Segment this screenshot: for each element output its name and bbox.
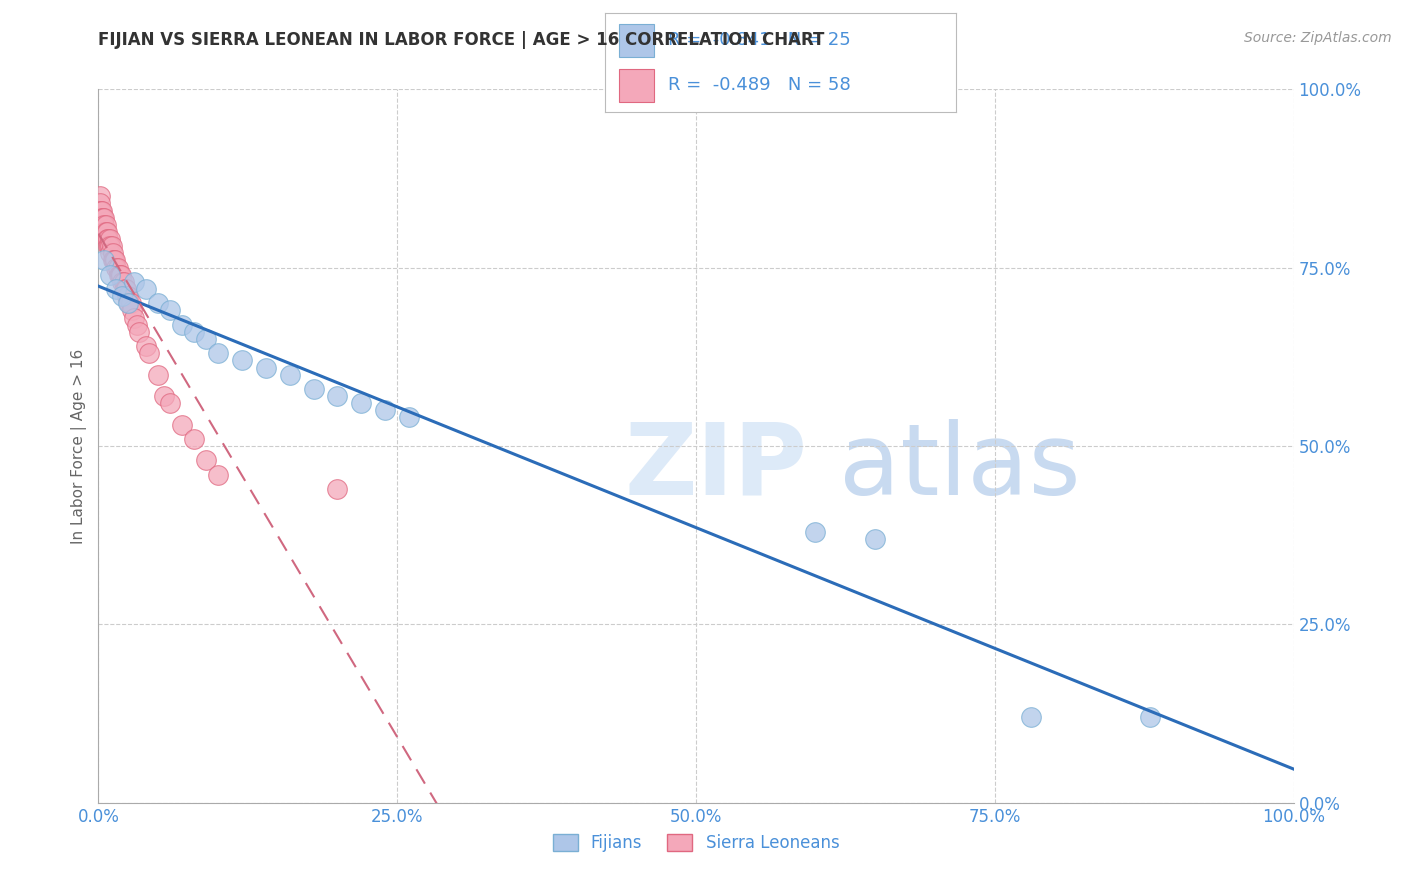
Point — [91, 211, 114, 225]
Point — [90, 203, 112, 218]
Point — [98, 239, 122, 253]
Point — [111, 275, 134, 289]
Text: atlas: atlas — [839, 419, 1081, 516]
Point — [350, 396, 373, 410]
Point — [115, 289, 138, 303]
Text: FIJIAN VS SIERRA LEONEAN IN LABOR FORCE | AGE > 16 CORRELATION CHART: FIJIAN VS SIERRA LEONEAN IN LABOR FORCE … — [98, 31, 825, 49]
Point — [91, 203, 114, 218]
Point — [108, 268, 131, 282]
Point — [93, 218, 115, 232]
Point — [124, 275, 146, 289]
Point — [1139, 710, 1161, 724]
Point — [90, 218, 112, 232]
Point — [91, 211, 114, 225]
Point — [93, 225, 115, 239]
Y-axis label: In Labor Force | Age > 16: In Labor Force | Age > 16 — [72, 349, 87, 543]
Point — [97, 232, 120, 246]
Point — [93, 211, 115, 225]
Point — [103, 253, 125, 268]
Point — [91, 225, 114, 239]
Point — [97, 239, 120, 253]
Point — [105, 260, 128, 275]
Point — [207, 467, 229, 482]
Point — [120, 296, 142, 310]
Point — [159, 396, 181, 410]
Point — [93, 253, 115, 268]
Point — [1019, 710, 1042, 724]
Point — [865, 532, 887, 546]
Point — [107, 260, 129, 275]
Point — [104, 253, 127, 268]
Legend: Fijians, Sierra Leoneans: Fijians, Sierra Leoneans — [546, 827, 846, 859]
Point — [148, 368, 170, 382]
Point — [138, 346, 160, 360]
Point — [100, 239, 122, 253]
FancyBboxPatch shape — [619, 24, 654, 56]
Point — [89, 189, 111, 203]
Point — [125, 318, 148, 332]
Point — [153, 389, 176, 403]
Text: R =  -0.489   N = 58: R = -0.489 N = 58 — [668, 76, 851, 94]
Point — [207, 346, 229, 360]
Point — [172, 417, 194, 432]
Point — [159, 303, 181, 318]
Point — [98, 246, 122, 260]
Point — [124, 310, 146, 325]
Point — [89, 196, 111, 211]
Point — [115, 282, 138, 296]
Point — [118, 296, 141, 310]
Point — [101, 246, 124, 260]
Point — [94, 218, 117, 232]
Text: ZIP: ZIP — [624, 419, 807, 516]
Point — [110, 268, 132, 282]
Point — [91, 218, 114, 232]
Point — [114, 282, 136, 296]
Point — [398, 410, 420, 425]
Point — [107, 268, 129, 282]
Point — [172, 318, 194, 332]
Point — [183, 432, 205, 446]
Point — [91, 225, 114, 239]
Point — [121, 303, 143, 318]
Point — [112, 275, 135, 289]
Point — [278, 368, 301, 382]
Point — [302, 382, 325, 396]
Point — [195, 453, 218, 467]
FancyBboxPatch shape — [619, 70, 654, 102]
Point — [98, 268, 122, 282]
Point — [96, 232, 118, 246]
Point — [111, 289, 134, 303]
Point — [91, 218, 114, 232]
Point — [326, 389, 349, 403]
Point — [117, 296, 139, 310]
Point — [195, 332, 218, 346]
Point — [231, 353, 253, 368]
Point — [135, 282, 157, 296]
Point — [105, 282, 128, 296]
Text: R =  -0.841   N = 25: R = -0.841 N = 25 — [668, 31, 851, 49]
Point — [96, 225, 118, 239]
Point — [117, 289, 139, 303]
Point — [148, 296, 170, 310]
Point — [804, 524, 827, 539]
Point — [89, 203, 111, 218]
Text: Source: ZipAtlas.com: Source: ZipAtlas.com — [1244, 31, 1392, 45]
Point — [90, 211, 112, 225]
Point — [98, 239, 121, 253]
Point — [101, 253, 124, 268]
Point — [94, 225, 117, 239]
Point — [326, 482, 349, 496]
Point — [183, 325, 205, 339]
Point — [128, 325, 150, 339]
Point — [135, 339, 157, 353]
Point — [374, 403, 396, 417]
Point — [98, 232, 122, 246]
Point — [254, 360, 277, 375]
